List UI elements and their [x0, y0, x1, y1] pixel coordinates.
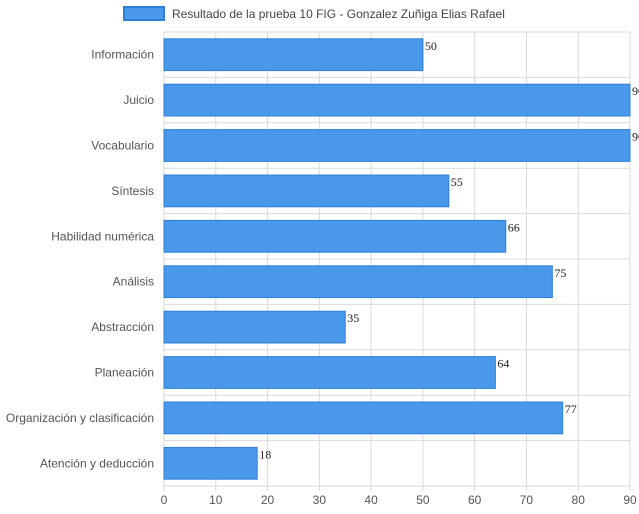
bars [163, 38, 631, 480]
data-label: 75 [554, 266, 566, 280]
category-label: Juicio [123, 93, 154, 107]
x-tick-labels: 0 10 20 30 40 50 60 70 80 90 [161, 493, 637, 507]
data-label: 35 [347, 311, 359, 325]
x-tick-label: 30 [313, 493, 327, 507]
bar [163, 219, 507, 253]
bar [163, 356, 496, 389]
x-tick-label: 20 [261, 493, 275, 507]
category-label: Atención y deducción [40, 456, 154, 470]
data-label: 50 [425, 39, 437, 53]
data-label: 66 [508, 220, 520, 234]
data-labels: 50 90 90 55 66 75 35 64 77 18 [259, 39, 639, 462]
category-label: Abstracción [91, 320, 154, 334]
bar [163, 174, 450, 208]
bar [163, 310, 346, 344]
category-label: Información [91, 48, 154, 62]
bar [163, 265, 553, 299]
bar [163, 83, 631, 117]
data-label: 77 [565, 402, 577, 416]
data-label: 90 [632, 130, 639, 144]
x-tick-label: 50 [416, 493, 430, 507]
data-label: 55 [451, 175, 463, 189]
bar [163, 401, 564, 435]
category-labels: Información Juicio Vocabulario Síntesis Habi… [6, 48, 154, 471]
legend[interactable]: Resultado de la prueba 10 FIG - Gonzalez… [123, 6, 505, 21]
data-label: 18 [259, 447, 271, 461]
category-label: Organización y clasificación [6, 411, 154, 425]
category-label: Análisis [113, 275, 154, 289]
legend-swatch [123, 6, 165, 21]
x-tick-label: 80 [572, 493, 586, 507]
category-label: Habilidad numérica [51, 229, 154, 243]
x-tick-label: 90 [623, 493, 637, 507]
data-label: 90 [632, 84, 639, 98]
bar [163, 38, 424, 72]
data-label: 64 [497, 357, 509, 371]
x-tick-label: 40 [364, 493, 378, 507]
x-tick-label: 60 [468, 493, 482, 507]
x-tick-label: 0 [161, 493, 168, 507]
x-tick-label: 70 [520, 493, 534, 507]
bar [163, 446, 258, 480]
category-label: Vocabulario [91, 139, 154, 153]
legend-label: Resultado de la prueba 10 FIG - Gonzalez… [172, 7, 505, 21]
category-label: Síntesis [111, 184, 154, 198]
category-label: Planeación [95, 366, 154, 380]
x-tick-label: 10 [209, 493, 223, 507]
bar [163, 129, 631, 162]
